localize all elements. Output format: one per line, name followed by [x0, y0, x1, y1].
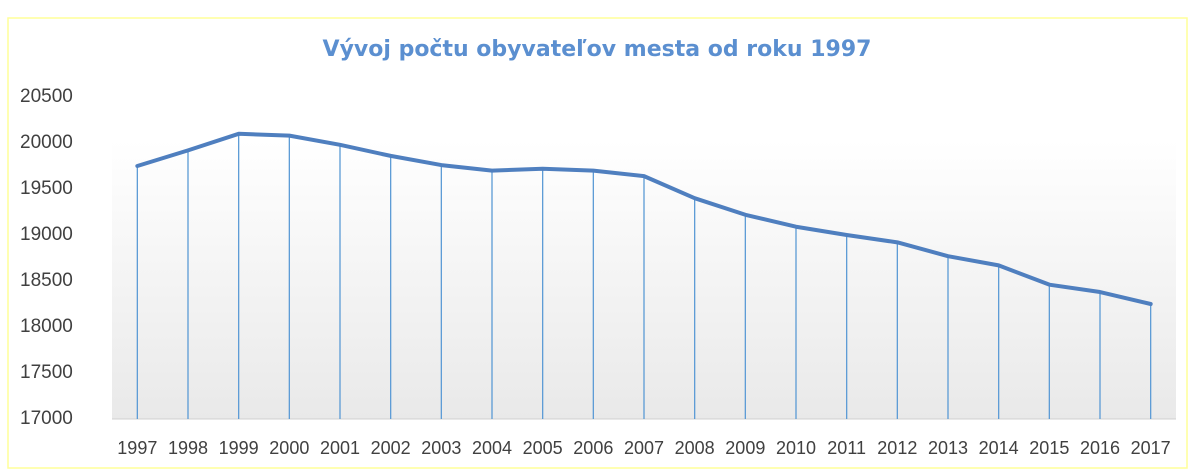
x-tick-label: 2008: [675, 438, 715, 458]
y-tick-label: 20500: [20, 86, 73, 107]
y-tick-label: 17000: [20, 408, 73, 429]
x-tick-label: 2017: [1131, 438, 1171, 458]
x-tick-label: 2001: [320, 438, 360, 458]
x-tick-label: 1999: [219, 438, 259, 458]
x-tick-label: 2003: [421, 438, 461, 458]
x-tick-label: 1997: [117, 438, 157, 458]
x-tick-label: 2009: [725, 438, 765, 458]
y-tick-label: 19000: [20, 224, 73, 245]
x-tick-label: 2014: [979, 438, 1019, 458]
y-tick-label: 20000: [20, 132, 73, 153]
x-tick-label: 2004: [472, 438, 512, 458]
x-tick-label: 2007: [624, 438, 664, 458]
y-tick-label: 18000: [20, 316, 73, 337]
x-tick-label: 2002: [371, 438, 411, 458]
x-tick-label: 2016: [1080, 438, 1120, 458]
x-tick-label: 2012: [877, 438, 917, 458]
x-tick-label: 2015: [1029, 438, 1069, 458]
x-tick-label: 2011: [827, 438, 866, 458]
x-tick-label: 2006: [573, 438, 613, 458]
y-tick-label: 19500: [20, 178, 73, 199]
x-tick-label: 2005: [523, 438, 563, 458]
line-series: [135, 131, 1153, 306]
x-tick-label: 2000: [269, 438, 309, 458]
x-tick-label: 2010: [776, 438, 816, 458]
y-tick-label: 18500: [20, 270, 73, 291]
y-tick-label: 17500: [20, 362, 73, 383]
x-tick-label: 1998: [168, 438, 208, 458]
chart-title: Vývoj počtu obyvateľov mesta od roku 199…: [323, 37, 872, 62]
x-tick-label: 2013: [928, 438, 968, 458]
